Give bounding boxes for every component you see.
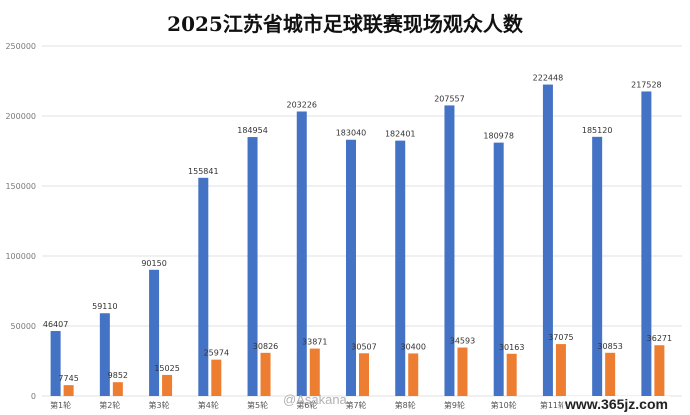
data-label: 222448 — [533, 74, 564, 83]
data-label: 59110 — [92, 302, 117, 311]
bar-series-1 — [493, 142, 504, 396]
data-label: 9852 — [108, 371, 128, 380]
bar-series-1 — [247, 137, 258, 397]
x-tick-label: 第7轮 — [345, 400, 366, 410]
data-label: 34593 — [450, 337, 475, 346]
data-label: 36271 — [647, 334, 672, 343]
data-label: 15025 — [154, 364, 179, 373]
x-tick-label: 第3轮 — [149, 400, 170, 410]
bar-series-2 — [457, 347, 468, 396]
y-tick-label: 200000 — [5, 112, 36, 121]
x-tick-label: 第9轮 — [444, 400, 465, 410]
x-tick-label: 第10轮 — [491, 400, 517, 410]
data-label: 203226 — [286, 100, 317, 109]
data-label: 37075 — [548, 333, 573, 342]
y-tick-label: 250000 — [5, 42, 36, 51]
bar-series-1 — [296, 111, 307, 397]
data-label: 25974 — [204, 349, 229, 358]
bar-series-2 — [359, 353, 369, 396]
x-tick-label: 第6轮 — [296, 400, 317, 410]
data-label: 90150 — [141, 259, 166, 268]
bar-series-1 — [149, 269, 160, 396]
x-tick-label: 第8轮 — [395, 400, 416, 410]
chart-title: 2025江苏省城市足球联赛现场观众人数 — [167, 12, 523, 36]
bar-series-2 — [112, 382, 123, 396]
data-label: 7745 — [58, 374, 78, 383]
bar-series-1 — [641, 91, 652, 396]
y-tick-label: 150000 — [5, 182, 36, 191]
data-label: 30163 — [499, 343, 524, 352]
data-label: 180978 — [483, 132, 514, 141]
bar-series-2 — [654, 345, 665, 396]
data-label: 33871 — [302, 338, 327, 347]
bar-series-2 — [605, 352, 616, 396]
bar-series-2 — [162, 374, 173, 396]
bar-series-1 — [346, 139, 356, 396]
bar-series-2 — [555, 344, 566, 396]
data-label: 30400 — [401, 342, 426, 351]
y-tick-label: 100000 — [5, 252, 36, 261]
data-label: 217528 — [631, 80, 662, 89]
bar-series-2 — [408, 353, 419, 396]
x-tick-label: 第5轮 — [247, 400, 268, 410]
weibo-watermark: @Asakana — [283, 392, 347, 407]
bar-series-2 — [309, 348, 320, 396]
data-label: 182401 — [385, 130, 416, 139]
bar-series-1 — [444, 105, 455, 396]
data-label: 46407 — [43, 320, 68, 329]
data-label: 183040 — [336, 129, 367, 138]
data-label: 185120 — [582, 126, 613, 135]
bar-series-1 — [395, 140, 406, 396]
bar-series-2 — [260, 352, 271, 396]
site-watermark: www.365jz.com — [563, 396, 670, 412]
data-label: 30826 — [253, 342, 278, 351]
data-label: 184954 — [237, 126, 268, 135]
x-tick-label: 第11轮 — [540, 400, 566, 410]
bar-series-2 — [211, 359, 222, 396]
x-tick-label: 第1轮 — [50, 400, 71, 410]
bar-series-1 — [542, 84, 553, 396]
data-label: 30507 — [351, 342, 376, 351]
x-tick-label: 第4轮 — [198, 400, 219, 410]
data-label: 207557 — [434, 94, 465, 103]
data-label: 30853 — [597, 342, 622, 351]
bar-series-2 — [506, 353, 517, 396]
y-tick-label: 50000 — [11, 322, 36, 331]
bar-series-1 — [198, 177, 209, 396]
data-label: 155841 — [188, 167, 219, 176]
bar-series-2 — [63, 385, 74, 396]
x-tick-label: 第2轮 — [99, 400, 120, 410]
y-tick-label: 0 — [31, 392, 36, 401]
bar-series-1 — [50, 331, 61, 396]
bar-series-1 — [99, 313, 110, 396]
bar-series-1 — [592, 136, 603, 396]
